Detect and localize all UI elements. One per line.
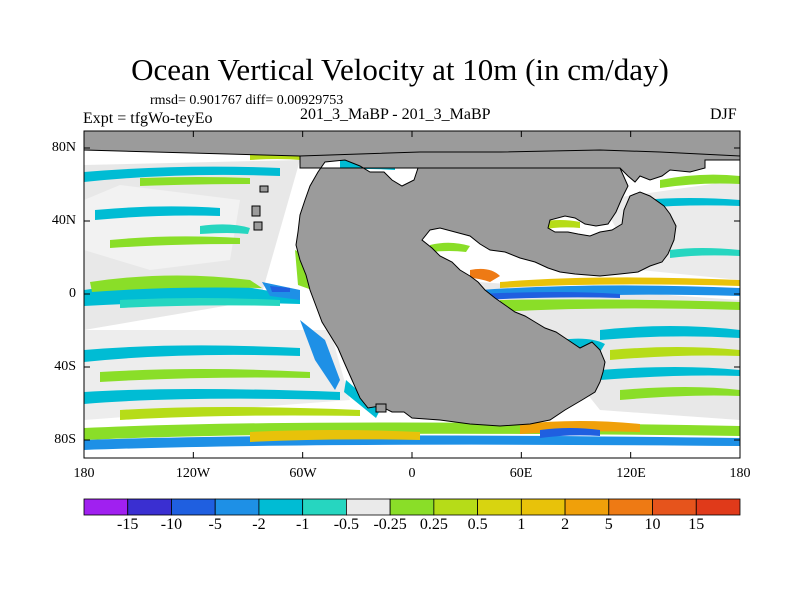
- colorbar-label: -1: [295, 516, 310, 533]
- colorbar-label: 0.5: [467, 516, 488, 533]
- axis-ticks: [83, 131, 741, 458]
- land-island: [259, 185, 269, 193]
- lon-label: 0: [408, 466, 416, 481]
- colorbar-label: 2: [561, 516, 570, 533]
- field-patch: [95, 206, 220, 220]
- lat-label: 40S: [54, 359, 76, 374]
- colorbar-swatch: [477, 498, 522, 516]
- colorbar-label: 5: [604, 516, 613, 533]
- lon-label: 120E: [616, 466, 646, 481]
- field-patch: [84, 166, 280, 182]
- colorbar-swatch: [695, 498, 741, 516]
- field-patch: [470, 268, 500, 282]
- colorbar-label: 10: [644, 516, 661, 533]
- lat-label: 0: [69, 286, 76, 301]
- colorbar-swatch: [389, 498, 435, 516]
- colorbar-label: 1: [517, 516, 526, 533]
- field-patch: [270, 286, 290, 292]
- field-patch: [620, 387, 740, 400]
- experiment-label: Expt = tfgWo-teyEo: [83, 110, 213, 127]
- lon-label: 180: [729, 466, 751, 481]
- lon-label: 60E: [509, 466, 533, 481]
- field-patch: [540, 220, 580, 230]
- colorbar-swatch: [171, 498, 216, 516]
- field-patch: [500, 277, 740, 288]
- field-patch: [480, 292, 620, 300]
- lat-label: 40N: [51, 213, 76, 228]
- lat-label: 80S: [54, 432, 76, 447]
- colorbar-label: -15: [117, 516, 139, 533]
- colorbar-swatch: [258, 498, 304, 516]
- colorbar: [83, 498, 741, 516]
- colorbar-label: -2: [252, 516, 266, 533]
- colorbar-swatch: [433, 498, 479, 516]
- lat-label: 80N: [51, 140, 76, 155]
- season-label: DJF: [710, 106, 737, 123]
- field-patch: [670, 248, 740, 258]
- field-patch: [140, 177, 250, 186]
- colorbar-swatch: [214, 498, 260, 516]
- field-patch: [540, 428, 600, 438]
- field-patch: [110, 236, 240, 248]
- colorbar-label: 0.25: [419, 516, 448, 533]
- colorbar-label: -0.5: [333, 516, 360, 533]
- colorbar-swatch: [345, 498, 391, 516]
- colorbar-swatch: [652, 498, 697, 516]
- land-island: [375, 403, 387, 413]
- plot-title: Ocean Vertical Velocity at 10m (in cm/da…: [131, 52, 669, 87]
- field-patch: [84, 389, 340, 404]
- lon-label: 60W: [289, 466, 317, 481]
- field-patch: [84, 185, 240, 270]
- colorbar-swatch: [520, 498, 566, 516]
- lon-label: 180: [73, 466, 95, 481]
- field-patch: [90, 275, 262, 292]
- field-patch: [250, 430, 420, 442]
- lon-label: 120W: [175, 466, 211, 481]
- field-patch: [640, 198, 740, 208]
- field-patch: [84, 345, 300, 362]
- field-patch: [610, 347, 740, 360]
- field-patch: [84, 435, 740, 450]
- colorbar-label: -0.25: [373, 516, 407, 533]
- plot-subtitle: 201_3_MaBP - 201_3_MaBP: [300, 106, 491, 123]
- field-patch: [200, 224, 250, 234]
- field-patch: [120, 407, 360, 420]
- field-patch: [660, 174, 740, 188]
- field-patch: [300, 320, 340, 390]
- colorbar-swatch: [302, 498, 347, 516]
- stats-line: rmsd= 0.901767 diff= 0.00929753: [150, 93, 344, 108]
- colorbar-swatch: [83, 498, 129, 516]
- colorbar-swatch: [127, 498, 172, 516]
- field-patch: [100, 369, 310, 382]
- field-patch: [430, 242, 470, 252]
- land-americas-africa: [295, 130, 741, 427]
- land-island: [253, 221, 263, 231]
- field-patch: [600, 326, 740, 340]
- colorbar-label: 15: [688, 516, 705, 533]
- land-island: [251, 205, 261, 217]
- field-patch: [500, 299, 740, 312]
- field-patch: [120, 298, 280, 308]
- colorbar-label: -10: [160, 516, 183, 533]
- colorbar-label: -5: [208, 516, 222, 533]
- colorbar-swatch: [564, 498, 610, 516]
- colorbar-swatch: [608, 498, 653, 516]
- field-patch: [600, 367, 740, 380]
